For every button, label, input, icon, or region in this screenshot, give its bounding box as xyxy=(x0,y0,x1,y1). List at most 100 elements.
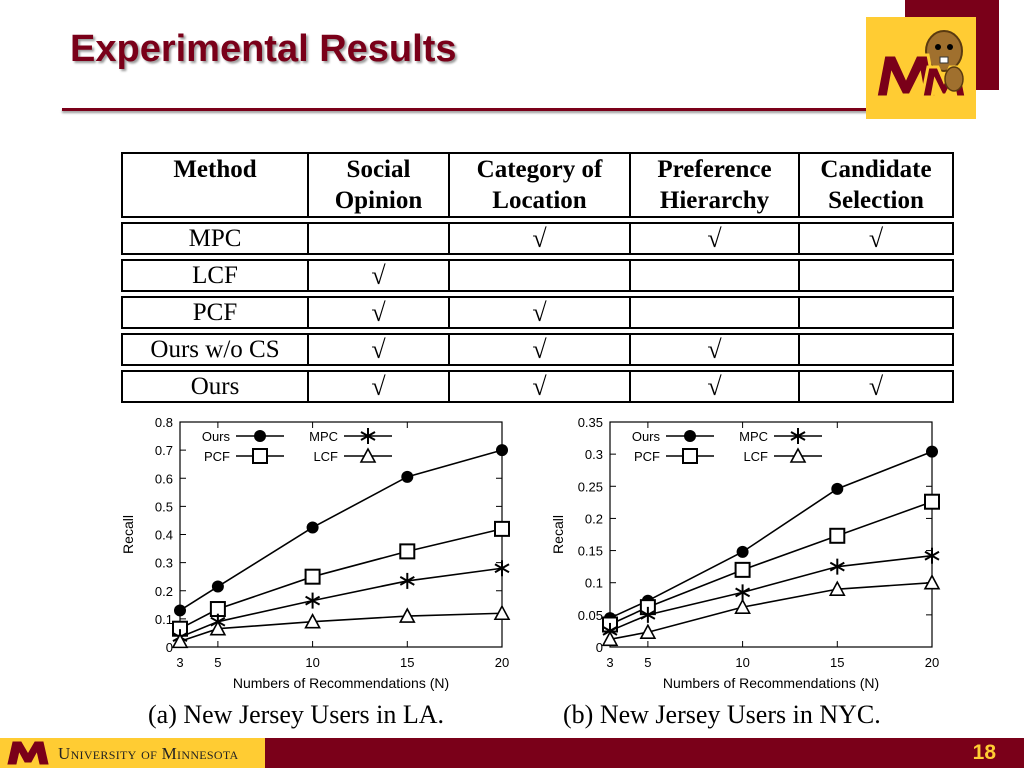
series-ours xyxy=(604,445,938,625)
check-cell: √ xyxy=(631,370,800,403)
check-cell: √ xyxy=(309,370,450,403)
method-name: PCF xyxy=(121,296,309,329)
method-name: LCF xyxy=(121,259,309,292)
data-point xyxy=(493,604,511,621)
data-point xyxy=(735,584,751,601)
data-point xyxy=(398,607,416,623)
check-cell: √ xyxy=(309,333,450,366)
legend-marker xyxy=(682,448,698,464)
check-cell xyxy=(800,333,954,366)
check-cell: √ xyxy=(450,333,631,366)
x-tick-label: 10 xyxy=(305,655,319,670)
caption-la: (a) New Jersey Users in LA. xyxy=(148,700,445,729)
series-mpc xyxy=(602,547,940,639)
table-row: LCF √ xyxy=(121,259,954,292)
slide-title: Experimental Results xyxy=(70,28,457,70)
legend-marker xyxy=(790,428,806,444)
x-tick-label: 3 xyxy=(606,655,613,670)
data-point xyxy=(209,620,227,636)
data-point xyxy=(924,493,940,510)
header-label: Category of xyxy=(476,156,603,183)
legend-label: Ours xyxy=(632,429,661,444)
header-label: Candidate xyxy=(820,156,932,183)
series-pcf xyxy=(172,520,510,637)
y-tick-label: 0.4 xyxy=(155,528,173,543)
header-label: Hierarchy xyxy=(659,187,770,214)
check-cell xyxy=(800,259,954,292)
header-label: Preference xyxy=(657,156,772,183)
check-cell: √ xyxy=(450,222,631,255)
data-point xyxy=(923,574,941,590)
recall-chart-nyc: 0 0.05 0.1 0.15 0.2 0.25 0.3 0.35 3 5 10 15 20 Number… xyxy=(550,415,941,691)
x-tick-label: 15 xyxy=(400,655,414,670)
check-cell xyxy=(450,259,631,292)
y-tick-label: 0.2 xyxy=(155,584,173,599)
data-point xyxy=(828,580,846,596)
data-point xyxy=(926,445,938,458)
data-point xyxy=(211,580,224,593)
page-number: 18 xyxy=(972,741,996,764)
check-cell: √ xyxy=(309,296,450,329)
x-tick-label: 5 xyxy=(644,655,651,670)
footer-logo-box: University of Minnesota xyxy=(0,738,265,768)
caption-nyc: (b) New Jersey Users in NYC. xyxy=(563,700,881,729)
y-tick-label: 0.3 xyxy=(585,447,603,462)
y-tick-label: 0.35 xyxy=(578,415,603,430)
series-line xyxy=(179,567,503,638)
x-tick-label: 3 xyxy=(176,655,183,670)
legend-marker xyxy=(789,447,807,463)
check-cell: √ xyxy=(450,370,631,403)
y-tick-label: 0.5 xyxy=(155,499,173,514)
data-point xyxy=(831,482,844,495)
data-point xyxy=(399,543,416,560)
y-tick-label: 0.6 xyxy=(155,471,173,486)
data-point xyxy=(401,470,414,483)
check-cell: √ xyxy=(450,296,631,329)
series-line xyxy=(609,450,933,619)
data-point xyxy=(304,568,321,585)
method-name: Ours xyxy=(121,370,309,403)
y-tick-label: 0.3 xyxy=(155,556,173,571)
legend-label: LCF xyxy=(313,449,338,464)
data-point xyxy=(734,561,751,578)
data-point xyxy=(304,613,321,629)
legend-label: MPC xyxy=(309,429,338,444)
y-tick-label: 0.1 xyxy=(585,576,603,591)
data-point xyxy=(640,606,656,623)
x-tick-label: 15 xyxy=(830,655,844,670)
legend-marker xyxy=(684,430,696,442)
series-line xyxy=(609,554,933,632)
university-name: University of Minnesota xyxy=(58,744,239,763)
data-point xyxy=(305,592,321,609)
legend: Ours PCF MPC LCF xyxy=(202,428,392,464)
chart-la: 0 0.1 0.2 0.3 0.4 0.5 0.6 0.7 0.8 3 5 10 15 20 Numbers… xyxy=(115,410,525,700)
header-label: Method xyxy=(173,156,257,183)
y-tick-label: 0.1 xyxy=(155,612,173,627)
check-cell xyxy=(309,222,450,255)
x-tick-label: 5 xyxy=(214,655,221,670)
table-row: Ours √ √ √ √ xyxy=(121,370,954,403)
legend-label: PCF xyxy=(634,449,660,464)
data-point xyxy=(924,547,940,564)
header-category-of-location: Category of Location xyxy=(450,152,631,218)
plot-frame xyxy=(609,421,933,648)
x-axis-label: Numbers of Recommendations (N) xyxy=(233,675,449,691)
series-line xyxy=(179,449,503,612)
data-point xyxy=(639,623,657,640)
y-tick-label: 0.7 xyxy=(155,443,173,458)
header-preference-hierarchy: Preference Hierarchy xyxy=(631,152,800,218)
method-comparison-table: Method Social Opinion Category of Locati… xyxy=(121,148,954,407)
legend-label: PCF xyxy=(204,449,230,464)
header-label: Social xyxy=(346,156,411,183)
table-header-row: Method Social Opinion Category of Locati… xyxy=(121,152,954,218)
y-tick-label: 0.25 xyxy=(578,479,603,494)
data-point xyxy=(494,520,510,537)
y-tick-label: 0.2 xyxy=(585,511,603,526)
legend-marker xyxy=(360,428,376,444)
y-axis-label: Recall xyxy=(120,515,136,554)
recall-chart-la: 0 0.1 0.2 0.3 0.4 0.5 0.6 0.7 0.8 3 5 10 15 20 Numbers… xyxy=(120,415,511,691)
y-tick-label: 0 xyxy=(596,640,603,655)
method-name: Ours w/o CS xyxy=(121,333,309,366)
data-point xyxy=(734,598,751,614)
series-line xyxy=(179,612,503,643)
